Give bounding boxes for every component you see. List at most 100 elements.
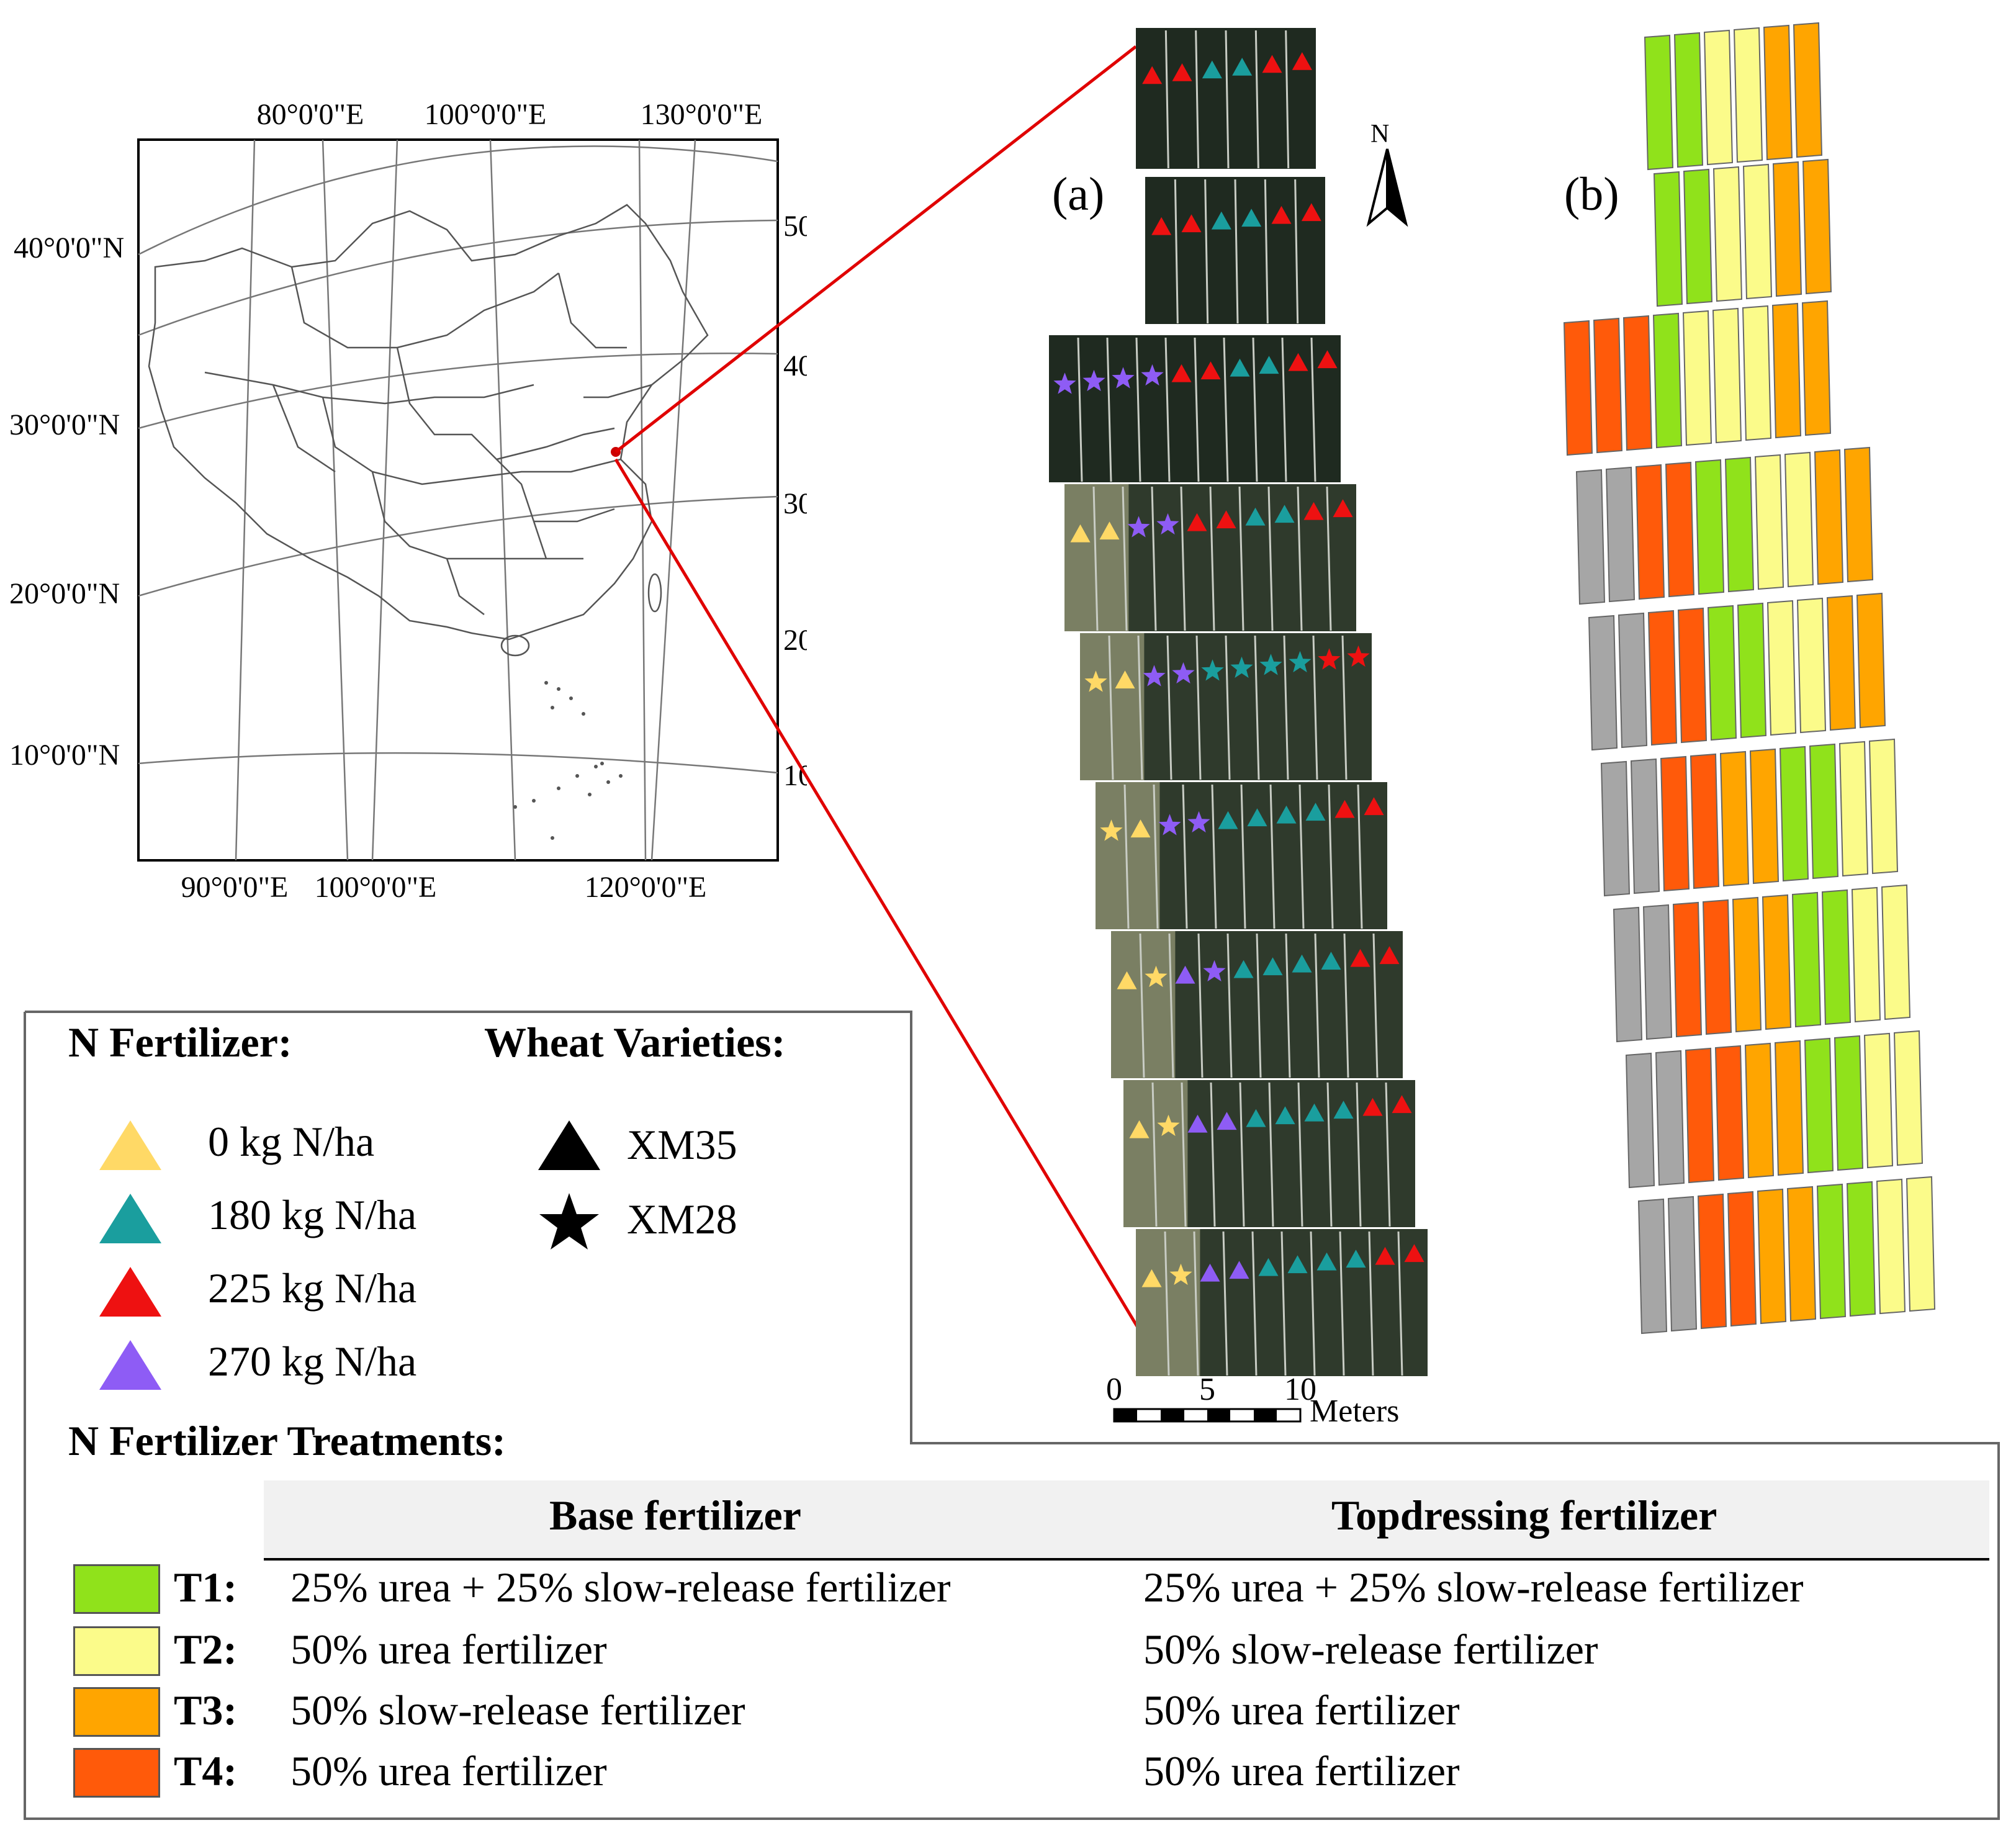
panel-a-aerial-map: [1049, 28, 1428, 1380]
plot-divider: [1343, 933, 1349, 1078]
treatment-plot: [1821, 889, 1852, 1025]
plot-marker-triangle: [1262, 957, 1283, 976]
rate-label: 0 kg N/ha: [208, 1118, 375, 1165]
plot-divider: [1267, 486, 1274, 631]
treatment-base: 50% slow-release fertilizer: [290, 1687, 745, 1734]
treatment-plot: [1838, 741, 1869, 877]
plot-divider: [1294, 179, 1299, 324]
plot-marker-triangle: [1245, 507, 1266, 526]
plot-marker-triangle: [1288, 353, 1308, 371]
plot-divider: [1223, 337, 1229, 482]
plot-marker-triangle: [1070, 524, 1091, 543]
north-label: N: [1370, 120, 1390, 148]
treatment-plot: [1816, 1183, 1847, 1320]
treatment-plot-row: [1625, 1030, 1924, 1189]
treatment-plot: [1814, 449, 1844, 585]
plot-marker-star: [1169, 1263, 1192, 1286]
plot-marker-star: [1143, 665, 1166, 687]
plot-divider: [1368, 1231, 1374, 1376]
plot-marker-triangle: [1292, 52, 1312, 70]
plot-divider: [1254, 30, 1259, 169]
treatment-plot: [1801, 300, 1832, 436]
bottom-lon-label: 120°0'0"E: [585, 871, 707, 904]
treatment-plot: [1786, 1186, 1817, 1322]
plot-marker-triangle: [1241, 209, 1262, 227]
treatment-plot: [1575, 469, 1606, 605]
table-header-base: Base fertilizer: [549, 1492, 801, 1539]
panel-b-label: (b): [1564, 168, 1619, 220]
aerial-plot-row: [1049, 335, 1341, 486]
plot-marker-triangle: [1275, 1106, 1295, 1125]
plot-marker-triangle: [1181, 214, 1202, 233]
treatment-plot: [1703, 29, 1734, 166]
plot-marker-triangle: [1115, 670, 1135, 689]
treatment-plot: [1635, 464, 1665, 600]
aerial-plot-row: [1136, 28, 1316, 173]
treatment-base: 50% urea fertilizer: [290, 1626, 607, 1673]
treatment-plot: [1600, 760, 1631, 897]
plot-marker-triangle: [1129, 1120, 1150, 1138]
plot-marker-triangle: [1175, 965, 1195, 984]
plot-divider: [1310, 337, 1316, 482]
treatment-plot: [1893, 1030, 1924, 1166]
treatment-plot-row: [1613, 884, 1911, 1043]
plot-divider: [1164, 30, 1169, 169]
plot-marker-triangle: [1211, 211, 1231, 230]
treatment-plot: [1749, 748, 1780, 885]
plot-marker-triangle: [1130, 819, 1151, 838]
treatment-plot: [1655, 1050, 1685, 1186]
plot-marker-triangle: [1301, 203, 1321, 222]
star-icon: [539, 1193, 599, 1250]
right-lat-label: 20°0'0"N: [783, 624, 807, 657]
plot-marker-triangle: [1202, 60, 1222, 79]
plot-divider: [1174, 179, 1179, 324]
plot-marker-triangle: [1262, 55, 1282, 73]
graticule: [138, 139, 778, 861]
treatment-plot: [1744, 1042, 1775, 1179]
scale-tick-label: 5: [1199, 1372, 1215, 1407]
treatment-plot: [1563, 320, 1593, 456]
top-lon-label: 100°0'0"E: [425, 98, 547, 131]
treatment-plot: [1804, 1037, 1834, 1174]
plot-marker-triangle: [1287, 1255, 1308, 1274]
treatment-plot-row: [1653, 158, 1832, 307]
treatment-plot: [1906, 1176, 1936, 1312]
left-lat-label: 30°0'0"N: [9, 408, 120, 441]
plot-marker-triangle: [1333, 499, 1353, 518]
plot-marker-star: [1203, 960, 1226, 982]
treatment-plot: [1642, 904, 1673, 1040]
plot-divider: [1310, 1231, 1316, 1376]
plot-marker-triangle: [1230, 358, 1250, 377]
treatment-top: 25% urea + 25% slow-release fertilizer: [1143, 1564, 1804, 1611]
plot-marker-star: [1259, 654, 1282, 675]
treatment-plot: [1593, 317, 1623, 454]
treatment-base: 50% urea fertilizer: [290, 1747, 607, 1795]
plot-divider: [1222, 1231, 1228, 1376]
treatment-plot: [1653, 171, 1683, 307]
plot-divider: [1195, 635, 1202, 780]
plot-divider: [1204, 179, 1209, 324]
plot-marker-triangle: [1362, 1097, 1383, 1116]
treatment-plot: [1667, 1196, 1698, 1332]
treatment-plot: [1652, 312, 1683, 449]
plot-divider: [1211, 784, 1217, 929]
treatment-plot: [1683, 168, 1713, 305]
plot-divider: [1356, 1082, 1362, 1227]
plot-divider: [1252, 337, 1258, 482]
plot-marker-triangle: [1364, 797, 1384, 816]
treatment-plot: [1826, 595, 1856, 731]
plot-divider: [1297, 1082, 1303, 1227]
right-lat-label: 50°0'0"N: [783, 210, 807, 243]
plot-marker-triangle: [1218, 811, 1238, 829]
treatment-plot: [1796, 597, 1827, 734]
plot-marker-star: [1145, 965, 1168, 988]
plot-marker-star: [1201, 659, 1224, 681]
plot-divider: [1164, 337, 1171, 482]
panel-b-treatment-map: [1563, 22, 1936, 1335]
treatment-plot: [1868, 738, 1899, 875]
plot-marker-triangle: [1141, 1269, 1162, 1287]
table-header-topdressing: Topdressing fertilizer: [1331, 1492, 1717, 1539]
plot-divider: [1181, 1082, 1187, 1227]
plot-divider: [1339, 1231, 1345, 1376]
